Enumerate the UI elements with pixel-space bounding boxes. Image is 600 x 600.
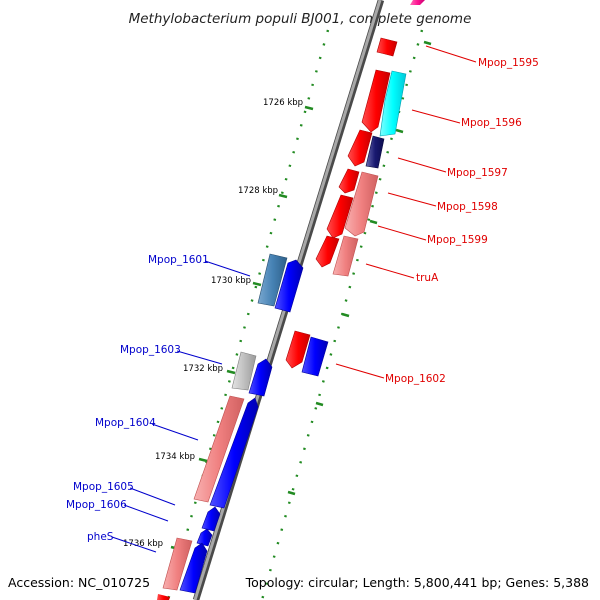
gene-label-mpop-1598[interactable]: Mpop_1598 — [437, 201, 498, 213]
cds-mpop-1601 — [257, 253, 288, 307]
cds-mpop-1598 — [344, 171, 379, 237]
gene-label-mpop-1604[interactable]: Mpop_1604 — [95, 417, 156, 429]
gene-label-mpop-1605[interactable]: Mpop_1605 — [73, 481, 134, 493]
cds-mpop-1604 — [209, 397, 259, 509]
tick-marks — [170, 40, 432, 551]
cds-mpop-1602 — [301, 336, 329, 377]
gene-label-mpop-1599[interactable]: Mpop_1599 — [427, 234, 488, 246]
cds-mpop-1601b — [274, 259, 304, 313]
gene-label-phes[interactable]: pheS — [87, 531, 114, 543]
gene-label-mpop-1606[interactable]: Mpop_1606 — [66, 499, 127, 511]
cds-phes — [179, 542, 208, 594]
cds-mpop-1599 — [326, 194, 354, 239]
gene-label-mpop-1595[interactable]: Mpop_1595 — [478, 57, 539, 69]
cds-mpop-1606 — [196, 528, 213, 547]
gene-label-mpop-1596[interactable]: Mpop_1596 — [461, 117, 522, 129]
gene-label-mpop-1601[interactable]: Mpop_1601 — [148, 254, 209, 266]
tick-label: 1734 kbp — [155, 452, 195, 462]
reverse-gene-labels: Mpop_1601 Mpop_1603 Mpop_1604 Mpop_1605 … — [66, 254, 209, 543]
tick-label: 1726 kbp — [263, 98, 303, 108]
tick-label: 1732 kbp — [183, 364, 223, 374]
genome-summary-text: Topology: circular; Length: 5,800,441 bp… — [245, 575, 589, 590]
tick-label: 1728 kbp — [238, 186, 278, 196]
map-title: Methylobacterium populi BJ001, complete … — [129, 11, 472, 27]
cds-mpop-1603b — [248, 358, 273, 397]
cds-mpop-1597a — [347, 129, 373, 167]
inner-dot-track — [166, 29, 330, 600]
accession-text: Accession: NC_010725 — [8, 575, 150, 590]
cds-phes-a — [162, 537, 193, 591]
cds-mpop-1602a — [285, 330, 311, 369]
forward-label-lines — [335, 45, 477, 379]
tick-labels: 1726 kbp 1728 kbp 1730 kbp 1732 kbp 1734… — [123, 98, 303, 549]
gene-label-mpop-1602[interactable]: Mpop_1602 — [385, 373, 446, 385]
cds-trua — [332, 235, 359, 277]
reverse-cds-track — [157, 253, 304, 600]
gene-label-mpop-1603[interactable]: Mpop_1603 — [120, 344, 181, 356]
forward-cds-track — [285, 0, 425, 377]
cds-mpop-1605 — [201, 506, 221, 532]
cds-mpop-1597 — [365, 135, 385, 169]
gene-label-trua[interactable]: truA — [416, 272, 439, 284]
cds-mpop-1595 — [376, 37, 398, 57]
tick-label: 1730 kbp — [211, 276, 251, 286]
cds-mpop-1604a — [193, 395, 245, 503]
reverse-label-lines — [111, 260, 251, 553]
gene-label-mpop-1597[interactable]: Mpop_1597 — [447, 167, 508, 179]
cds-mpop-1598a — [338, 168, 360, 194]
cds-mpop-1596a — [361, 69, 391, 133]
tick-label: 1736 kbp — [123, 539, 163, 549]
cds-bottom-fragment — [157, 594, 170, 600]
cds-mpop-1596 — [379, 70, 407, 137]
cds-mpop-1603 — [231, 351, 257, 391]
cds-trua-a — [315, 235, 340, 268]
forward-gene-labels: Mpop_1595 Mpop_1596 Mpop_1597 Mpop_1598 … — [385, 57, 539, 385]
cds-mpop-1595-fragment — [410, 0, 425, 5]
